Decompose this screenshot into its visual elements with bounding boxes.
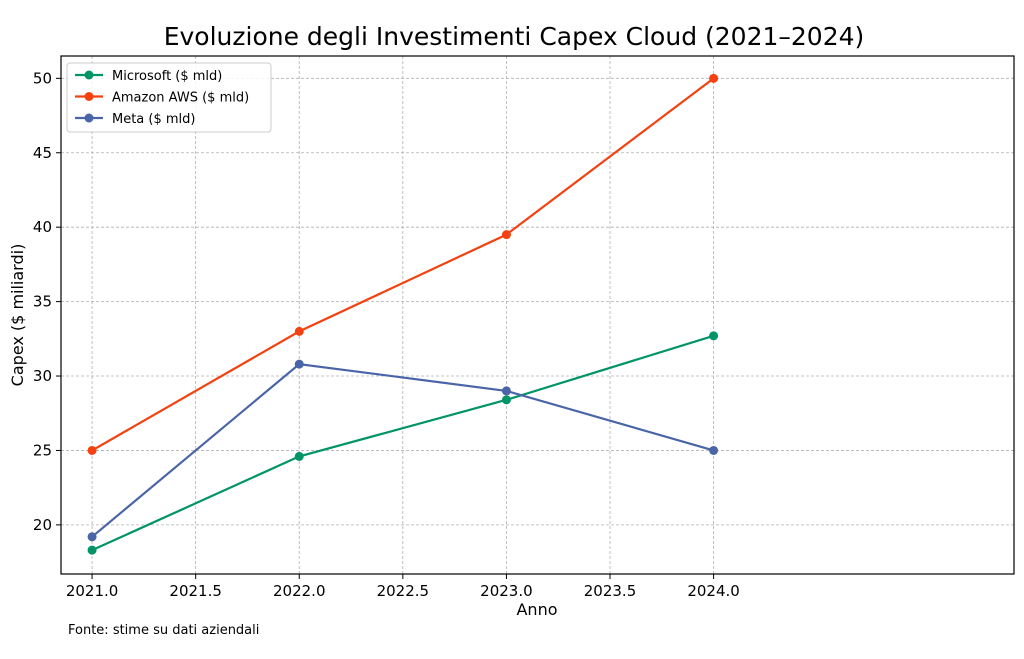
x-tick-label: 2022.0 (273, 582, 326, 600)
data-point (709, 331, 719, 341)
series-line (91, 334, 714, 552)
x-tick-label: 2023.5 (584, 582, 637, 600)
grid (61, 56, 1014, 574)
series-2 (87, 359, 719, 542)
series-0 (87, 331, 719, 555)
legend-swatch-marker (84, 70, 94, 80)
axes (56, 55, 1015, 579)
legend-item: Microsoft ($ mld) (75, 69, 222, 84)
y-tick-label: 50 (33, 69, 52, 87)
data-point (709, 73, 719, 83)
y-tick-label: 30 (33, 367, 52, 385)
x-axis-label: Anno (516, 600, 557, 619)
series-layer (87, 73, 719, 555)
data-point (294, 451, 304, 461)
legend: Microsoft ($ mld) Amazon AWS ($ mld) Meta … (66, 62, 272, 133)
x-tick-label: 2021.5 (169, 582, 222, 600)
series-line (91, 77, 715, 452)
legend-label: Amazon AWS ($ mld) (112, 91, 249, 106)
legend-swatch-marker (84, 113, 94, 123)
x-tick-label: 2022.5 (377, 582, 430, 600)
legend-label: Meta ($ mld) (112, 112, 195, 127)
x-tick-label: 2023.0 (480, 582, 533, 600)
y-tick-label: 25 (33, 441, 52, 459)
legend-swatch-marker (84, 92, 94, 101)
legend-label: Microsoft ($ mld) (112, 69, 222, 84)
legend-item: Amazon AWS ($ mld) (75, 91, 249, 106)
legend-box (66, 62, 272, 133)
data-point (294, 326, 304, 336)
plot-frame (60, 55, 1015, 575)
data-point (501, 386, 511, 396)
legend-item: Meta ($ mld) (75, 112, 195, 127)
y-tick-label: 45 (33, 144, 52, 162)
source-note: Fonte: stime su dati aziendali (68, 623, 259, 638)
x-tick-label: 2024.0 (687, 582, 740, 600)
series-1 (87, 73, 719, 455)
data-point (294, 359, 304, 369)
y-tick-label: 20 (33, 516, 52, 534)
chart-title: Evoluzione degli Investimenti Capex Clou… (164, 22, 865, 51)
data-point (87, 532, 97, 542)
y-tick-label: 40 (33, 218, 52, 236)
data-point (501, 395, 511, 405)
data-point (501, 230, 511, 240)
data-point (87, 545, 97, 555)
tick-labels: 2021.0 2021.5 2022.0 2022.5 2023.0 2023.5 2024… (33, 69, 740, 600)
data-point (709, 445, 719, 455)
x-tick-label: 2021.0 (66, 582, 119, 600)
y-axis-label: Capex ($ miliardi) (8, 244, 27, 387)
y-tick-label: 35 (33, 293, 52, 311)
series-line (91, 362, 714, 538)
data-point (87, 445, 97, 455)
